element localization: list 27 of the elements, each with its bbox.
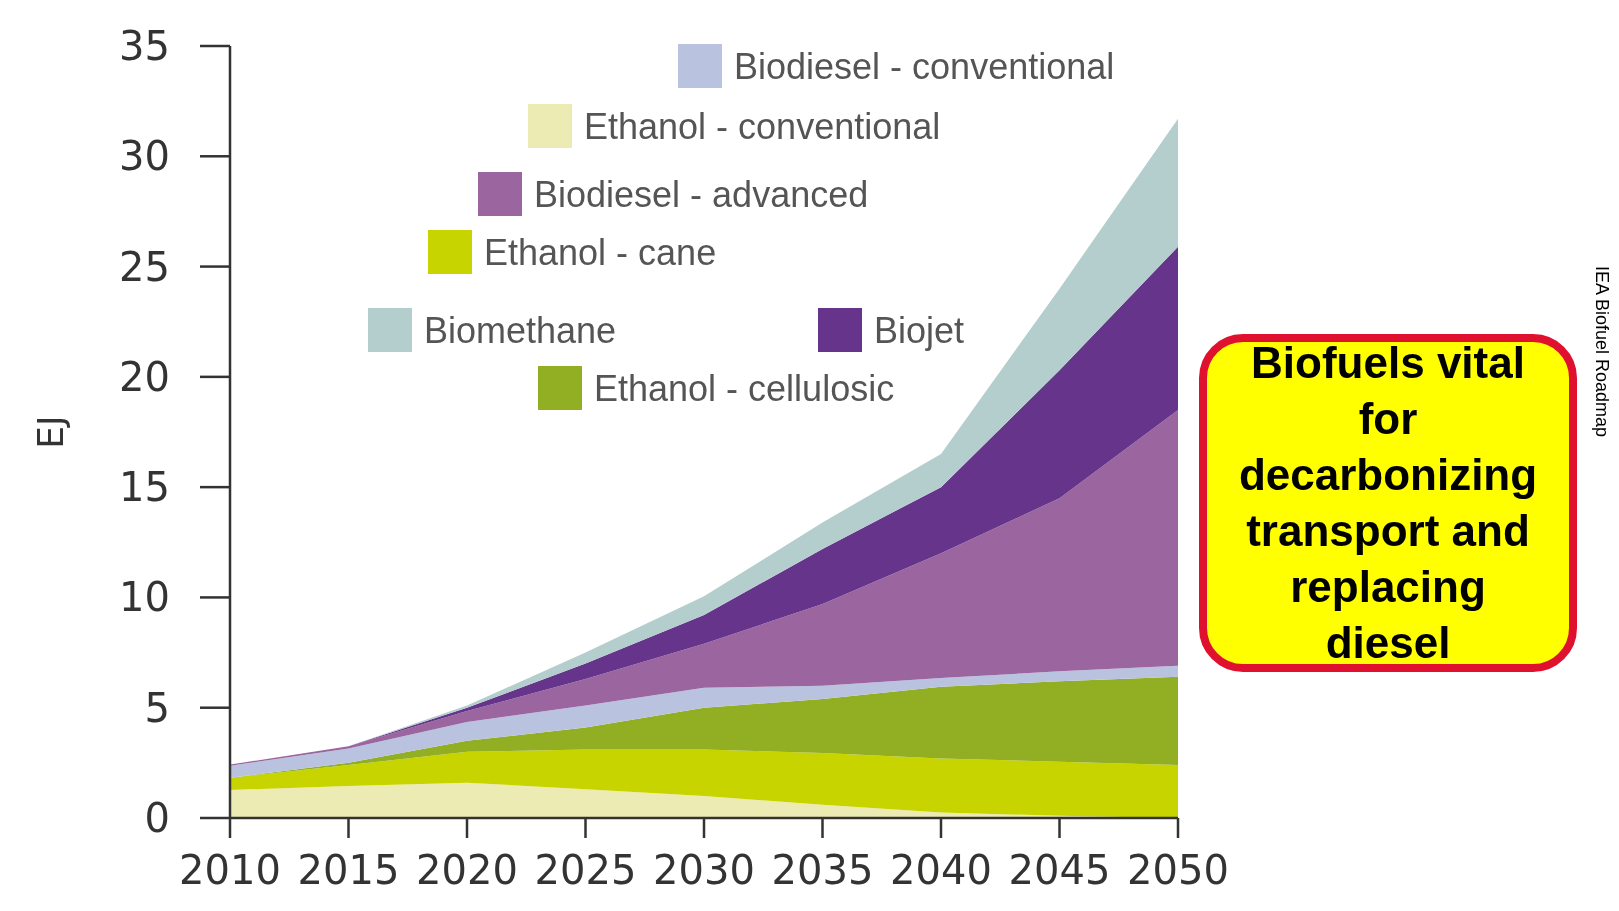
x-tick-label: 2025 (534, 847, 637, 893)
callout-box: Biofuels vital for decarbonizing transport and replacing diesel (1199, 334, 1577, 672)
x-tick-label: 2020 (416, 847, 518, 893)
y-tick-label: 30 (119, 133, 170, 180)
x-tick-label: 2035 (771, 847, 874, 893)
legend-label: Biomethane (424, 309, 617, 351)
legend-label: Biodiesel - advanced (534, 173, 869, 215)
text: IEA Biofuel Roadmap (1592, 266, 1612, 438)
x-tick-label: 2030 (653, 847, 755, 893)
y-axis-title: EJ (30, 415, 71, 449)
y-tick-label: 25 (119, 243, 170, 290)
y-tick-label: 20 (119, 353, 170, 400)
legend-label: Biojet (874, 309, 965, 351)
legend-label: Ethanol - conventional (584, 105, 941, 147)
x-tick-label: 2040 (890, 847, 992, 893)
x-tick-label: 2010 (179, 847, 281, 893)
y-tick-label: 15 (119, 464, 170, 511)
x-tick-label: 2015 (297, 847, 400, 893)
y-tick-label: 10 (119, 574, 170, 621)
x-tick-label: 2045 (1008, 847, 1111, 893)
y-tick-label: 0 (144, 795, 170, 841)
y-tick-label: 5 (144, 684, 170, 731)
legend-label: Biodiesel - conventional (734, 45, 1115, 87)
y-tick-label: 35 (119, 23, 170, 69)
legend-label: Ethanol - cellulosic (594, 367, 895, 409)
legend-label: Ethanol - cane (484, 231, 717, 273)
x-tick-label: 2050 (1127, 847, 1229, 893)
